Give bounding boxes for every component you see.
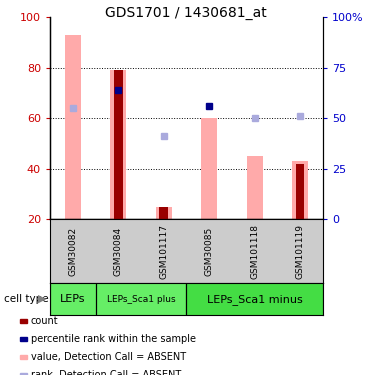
Bar <box>296 164 305 219</box>
Text: GSM101117: GSM101117 <box>159 224 168 279</box>
Bar <box>156 207 172 219</box>
Text: GDS1701 / 1430681_at: GDS1701 / 1430681_at <box>105 6 266 20</box>
Bar <box>187 283 323 315</box>
Text: GSM30084: GSM30084 <box>114 226 123 276</box>
Text: GSM101119: GSM101119 <box>296 224 305 279</box>
Bar <box>96 283 187 315</box>
Text: GSM30085: GSM30085 <box>205 226 214 276</box>
Text: LEPs_Sca1 plus: LEPs_Sca1 plus <box>107 295 175 304</box>
Text: count: count <box>31 316 58 326</box>
Text: value, Detection Call = ABSENT: value, Detection Call = ABSENT <box>31 352 186 362</box>
Bar <box>50 283 96 315</box>
Text: LEPs: LEPs <box>60 294 86 304</box>
Bar <box>247 156 263 219</box>
Text: GSM101118: GSM101118 <box>250 224 259 279</box>
Bar <box>201 118 217 219</box>
Bar <box>65 34 81 219</box>
Bar <box>292 161 308 219</box>
Bar <box>114 70 123 219</box>
Text: cell type: cell type <box>4 294 48 304</box>
Bar <box>159 207 168 219</box>
Text: GSM30082: GSM30082 <box>68 226 77 276</box>
Text: rank, Detection Call = ABSENT: rank, Detection Call = ABSENT <box>31 370 181 375</box>
Text: percentile rank within the sample: percentile rank within the sample <box>31 334 196 344</box>
Text: ▶: ▶ <box>38 294 46 304</box>
Text: LEPs_Sca1 minus: LEPs_Sca1 minus <box>207 294 302 304</box>
Bar <box>110 70 126 219</box>
